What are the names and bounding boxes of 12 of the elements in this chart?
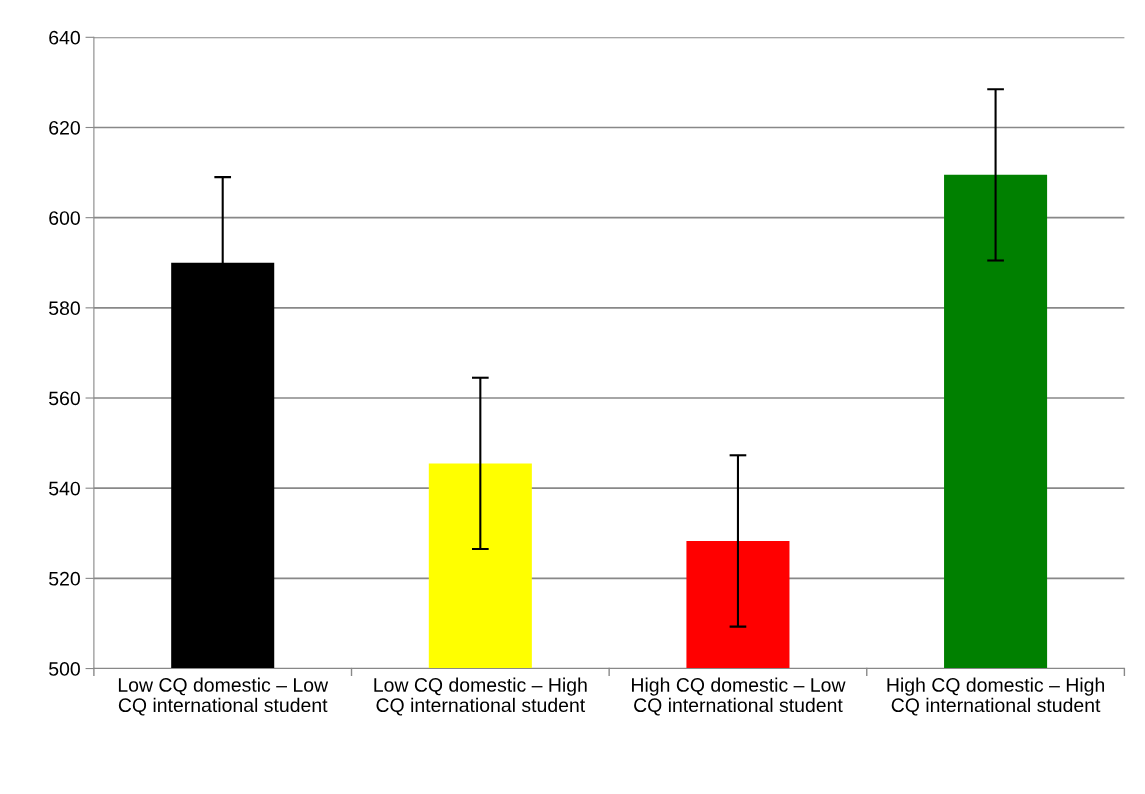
y-tick-label: 600	[49, 211, 80, 225]
y-tick-label: 620	[49, 120, 80, 135]
x-tick-label: Low CQ domestic – High CQ international student	[374, 677, 587, 716]
y-tick-label: 500	[49, 662, 80, 676]
y-tick-label: 560	[49, 391, 80, 406]
x-tick-label: High CQ domestic – High CQ international student	[887, 677, 1105, 716]
y-tick-label: 640	[49, 30, 80, 45]
y-tick-label: 540	[49, 481, 80, 496]
x-tick-label: High CQ domestic – Low CQ international student	[632, 677, 846, 716]
y-tick-label: 520	[49, 571, 80, 586]
y-tick-label: 580	[49, 301, 80, 316]
x-tick-label: Low CQ domestic – Low CQ international student	[118, 677, 329, 716]
